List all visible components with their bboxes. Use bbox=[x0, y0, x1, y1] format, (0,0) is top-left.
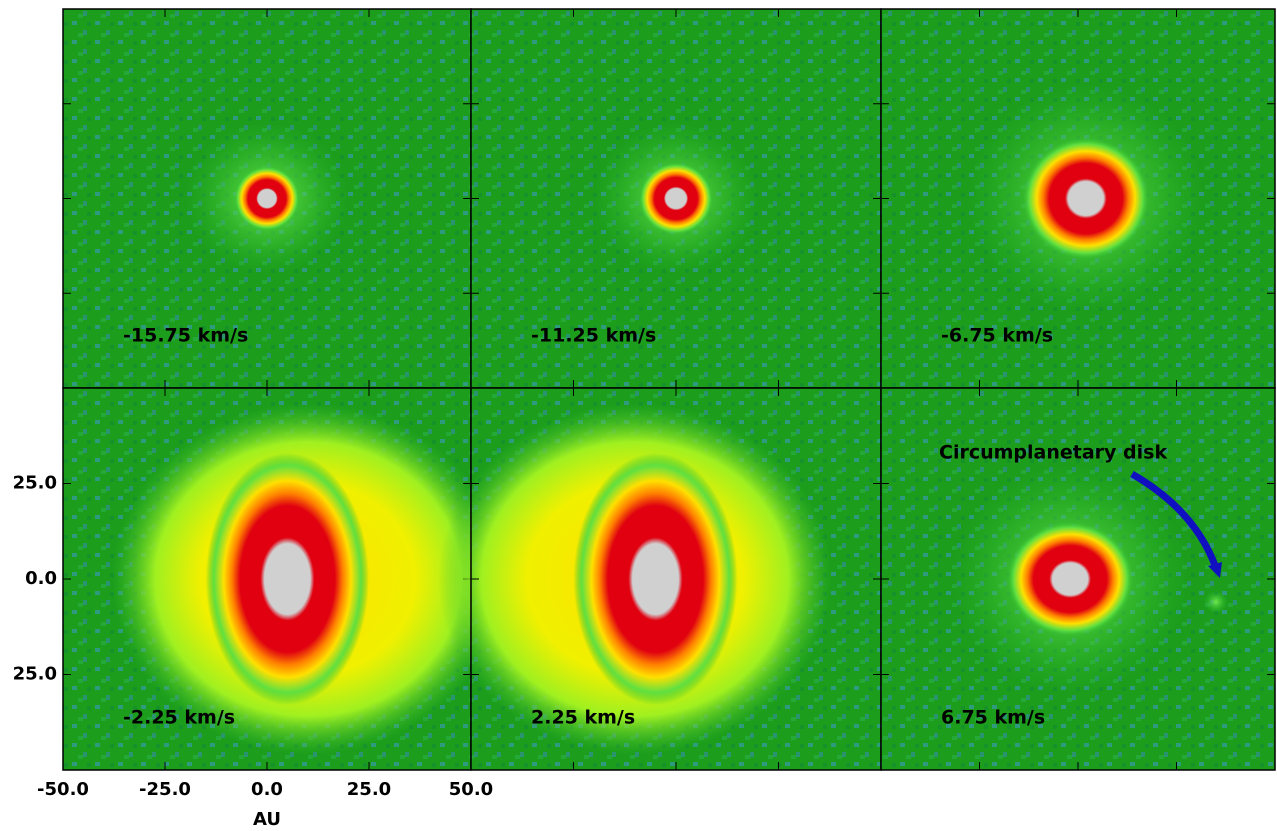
emission bbox=[1204, 590, 1228, 613]
velocity-label: -11.25 km/s bbox=[531, 325, 656, 347]
x-axis-label: AU bbox=[253, 809, 281, 830]
x-tick-label: -25.0 bbox=[139, 779, 191, 800]
emission bbox=[206, 453, 369, 705]
panel: -15.75 km/s bbox=[63, 9, 471, 388]
velocity-label: -6.75 km/s bbox=[941, 325, 1053, 347]
emission bbox=[1023, 138, 1149, 259]
emission bbox=[1007, 522, 1133, 637]
y-tick-label: 0.0 bbox=[25, 568, 57, 589]
panels: -15.75 km/s -11.25 km/s -6.75 km/s -50.0 -25… bbox=[13, 9, 1275, 830]
x-tick-label: 50.0 bbox=[449, 779, 493, 800]
panel: -11.25 km/s bbox=[471, 9, 881, 388]
velocity-label: -2.25 km/s bbox=[123, 707, 235, 729]
figure: -15.75 km/s -11.25 km/s -6.75 km/s -50.0 -25… bbox=[0, 0, 1277, 831]
emission bbox=[234, 166, 299, 230]
velocity-label: 6.75 km/s bbox=[941, 707, 1045, 729]
velocity-label: -15.75 km/s bbox=[123, 325, 248, 347]
emission bbox=[574, 453, 738, 705]
y-tick-label: 25.0 bbox=[13, 473, 57, 494]
x-tick-label: -50.0 bbox=[37, 779, 89, 800]
y-tick-label: 25.0 bbox=[13, 664, 57, 685]
x-tick-label: 0.0 bbox=[251, 779, 283, 800]
panel: 6.75 km/s Circumplanetary disk bbox=[881, 388, 1275, 770]
panel: -50.0 -25.0 0.0 25.0 50.0 25.0 0.0 25.0 -2.25 km… bbox=[13, 388, 504, 830]
callout-label: Circumplanetary disk bbox=[939, 442, 1167, 464]
emission bbox=[639, 162, 713, 234]
panel: 2.25 km/s bbox=[438, 388, 881, 770]
velocity-label: 2.25 km/s bbox=[531, 707, 635, 729]
panel: -6.75 km/s bbox=[881, 9, 1275, 388]
x-tick-label: 25.0 bbox=[347, 779, 391, 800]
